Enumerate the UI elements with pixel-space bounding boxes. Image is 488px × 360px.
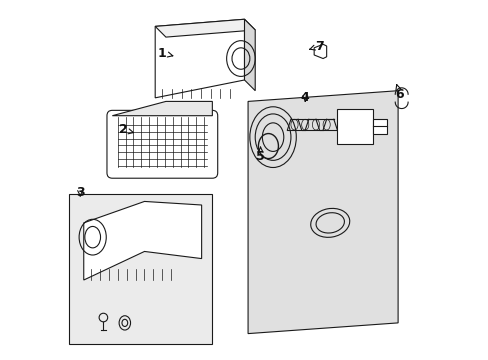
Bar: [337, 109, 372, 144]
Text: 1: 1: [158, 47, 172, 60]
Polygon shape: [244, 19, 255, 91]
Bar: [372, 119, 386, 134]
FancyBboxPatch shape: [107, 111, 217, 178]
Polygon shape: [313, 44, 326, 59]
Bar: [69, 194, 212, 344]
Text: 7: 7: [309, 40, 323, 53]
Text: 3: 3: [76, 186, 84, 199]
Polygon shape: [155, 19, 244, 98]
Polygon shape: [155, 19, 255, 37]
Text: 5: 5: [256, 147, 264, 163]
Polygon shape: [112, 102, 212, 116]
Text: 2: 2: [119, 123, 133, 136]
Text: 4: 4: [300, 91, 309, 104]
Text: 6: 6: [395, 85, 404, 101]
Polygon shape: [83, 202, 201, 280]
Polygon shape: [247, 91, 397, 334]
